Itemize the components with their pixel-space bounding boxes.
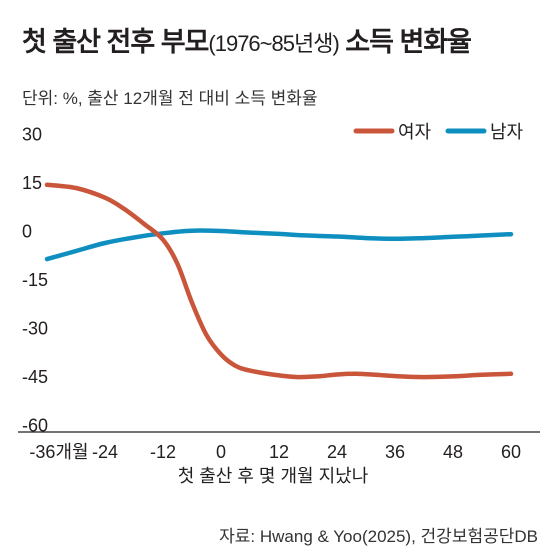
legend-label-female: 여자: [398, 122, 432, 142]
legend-label-male: 남자: [490, 122, 524, 142]
x-tick-label: 0: [216, 442, 226, 462]
y-tick-label: 30: [22, 125, 42, 145]
y-tick-label: 15: [22, 173, 42, 193]
x-tick-label: 36: [385, 442, 405, 462]
x-axis-title: 첫 출산 후 몇 개월 지났나: [178, 466, 369, 486]
y-tick-label: -45: [22, 367, 48, 387]
series-line-male: [44, 228, 514, 262]
x-tick-label: 48: [443, 442, 463, 462]
chart-subtitle: 단위: %, 출산 12개월 전 대비 소득 변화율: [22, 89, 318, 108]
x-tick-label: -24: [92, 442, 118, 462]
chart-title-tail: 소득 변화율: [338, 27, 472, 57]
x-tick-label: -12: [150, 442, 176, 462]
x-tick-label: 60: [501, 442, 521, 462]
y-tick-label: -60: [22, 416, 48, 436]
x-tick-label: 12: [269, 442, 289, 462]
series-line-female: [44, 182, 514, 380]
chart-title: 첫 출산 전후 부모(1976~85년생) 소득 변화율: [22, 20, 472, 59]
y-tick-label: 0: [22, 222, 32, 242]
y-tick-label: -30: [22, 319, 48, 339]
chart-title-paren: (1976~85년생): [208, 31, 339, 56]
chart-source: 자료: Hwang & Yoo(2025), 건강보험공단DB: [219, 527, 538, 546]
chart-title-main: 첫 출산 전후 부모: [22, 27, 209, 57]
x-tick-label: 24: [327, 442, 347, 462]
x-tick-label: -36개월: [29, 442, 88, 462]
y-tick-label: -15: [22, 270, 48, 290]
